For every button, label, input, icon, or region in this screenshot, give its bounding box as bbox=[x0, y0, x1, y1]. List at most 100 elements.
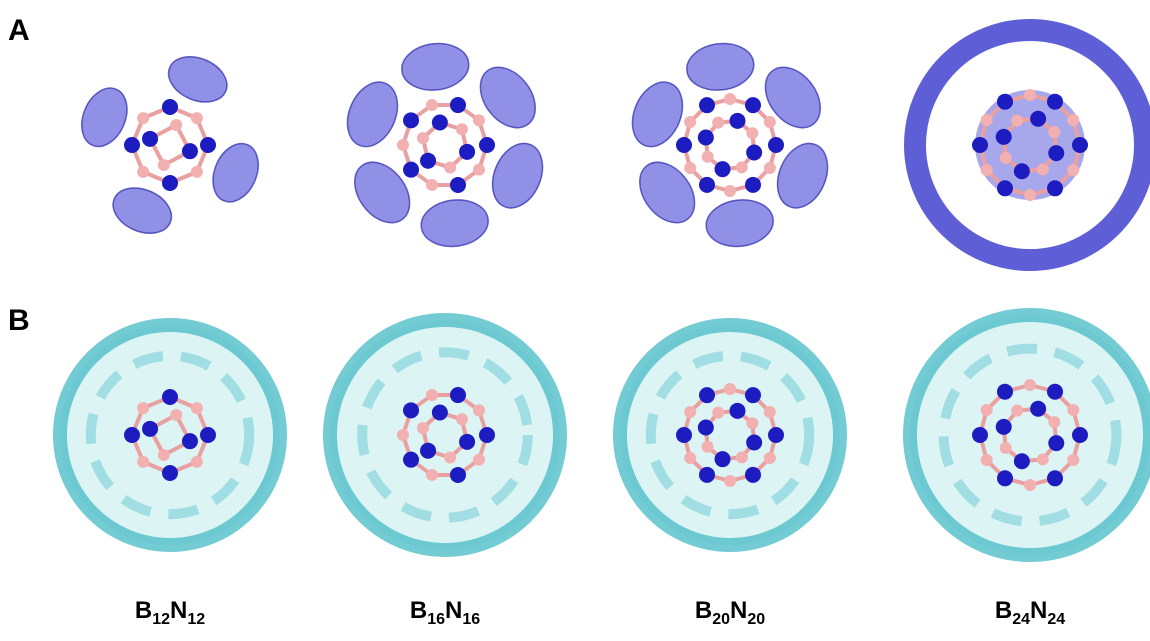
atom bbox=[191, 456, 203, 468]
atom bbox=[1048, 145, 1064, 161]
atom bbox=[1048, 416, 1060, 428]
element: B bbox=[410, 597, 427, 624]
atom bbox=[972, 427, 988, 443]
atom bbox=[397, 429, 409, 441]
atom bbox=[1067, 454, 1079, 466]
atom bbox=[162, 465, 178, 481]
atom bbox=[162, 175, 178, 191]
atom bbox=[1048, 435, 1064, 451]
atom bbox=[676, 137, 692, 153]
molecule bbox=[397, 97, 495, 193]
atom bbox=[200, 137, 216, 153]
atom bbox=[729, 403, 745, 419]
atom bbox=[1011, 405, 1023, 417]
atom bbox=[712, 117, 724, 129]
atom bbox=[426, 389, 438, 401]
element: B bbox=[135, 597, 152, 624]
atom bbox=[158, 449, 170, 461]
isosurface-patch bbox=[419, 196, 491, 250]
atom bbox=[191, 402, 203, 414]
atom bbox=[736, 451, 748, 463]
atom bbox=[712, 407, 724, 419]
atom bbox=[997, 94, 1013, 110]
molecule bbox=[124, 99, 216, 191]
atom bbox=[459, 434, 475, 450]
atom bbox=[745, 177, 761, 193]
subscript: 20 bbox=[747, 611, 765, 628]
isosurface-core bbox=[975, 90, 1085, 200]
atom bbox=[981, 404, 993, 416]
atom bbox=[182, 433, 198, 449]
atom bbox=[972, 137, 988, 153]
atom bbox=[1047, 180, 1063, 196]
atom bbox=[1011, 115, 1023, 127]
atom bbox=[137, 166, 149, 178]
atom bbox=[124, 427, 140, 443]
formula-label: B24N24 bbox=[995, 597, 1065, 628]
atom bbox=[450, 97, 466, 113]
atom bbox=[191, 112, 203, 124]
atom bbox=[698, 130, 714, 146]
atom bbox=[450, 177, 466, 193]
atom bbox=[724, 475, 736, 487]
atom bbox=[715, 161, 731, 177]
atom bbox=[729, 113, 745, 129]
subscript: 20 bbox=[712, 611, 730, 628]
atom bbox=[1067, 114, 1079, 126]
atom bbox=[473, 404, 485, 416]
atom bbox=[1048, 126, 1060, 138]
subscript: 24 bbox=[1012, 611, 1030, 628]
atom bbox=[420, 443, 436, 459]
atom bbox=[137, 402, 149, 414]
atom bbox=[724, 93, 736, 105]
atom bbox=[1047, 470, 1063, 486]
isosurface-patch bbox=[704, 196, 776, 250]
atom bbox=[699, 467, 715, 483]
atom bbox=[124, 137, 140, 153]
atom bbox=[997, 470, 1013, 486]
molecule bbox=[676, 93, 784, 197]
atom bbox=[403, 452, 419, 468]
atom bbox=[479, 137, 495, 153]
panel-label: A bbox=[8, 14, 30, 47]
atom bbox=[170, 409, 182, 421]
atom bbox=[1024, 189, 1036, 201]
atom bbox=[420, 153, 436, 169]
atom bbox=[1024, 379, 1036, 391]
atom bbox=[1072, 137, 1088, 153]
atom bbox=[1014, 453, 1030, 469]
atom bbox=[142, 421, 158, 437]
subscript: 16 bbox=[462, 611, 480, 628]
atom bbox=[764, 452, 776, 464]
atom bbox=[764, 406, 776, 418]
element: N bbox=[1030, 597, 1047, 624]
atom bbox=[426, 179, 438, 191]
atom bbox=[702, 441, 714, 453]
formula-label: B20N20 bbox=[695, 597, 765, 628]
subscript: 12 bbox=[187, 611, 205, 628]
atom bbox=[684, 116, 696, 128]
atom bbox=[996, 129, 1012, 145]
isosurface-patch bbox=[684, 40, 756, 94]
atom bbox=[479, 427, 495, 443]
element: N bbox=[170, 597, 187, 624]
atom bbox=[1014, 163, 1030, 179]
subscript: 12 bbox=[152, 611, 170, 628]
atom bbox=[746, 127, 758, 139]
atom bbox=[736, 161, 748, 173]
atom bbox=[444, 452, 456, 464]
atom bbox=[137, 456, 149, 468]
atom bbox=[981, 164, 993, 176]
atom bbox=[745, 467, 761, 483]
atom bbox=[745, 387, 761, 403]
atom bbox=[746, 434, 762, 450]
atom bbox=[432, 114, 448, 130]
isosurface-patch bbox=[399, 40, 471, 94]
atom bbox=[997, 180, 1013, 196]
atom bbox=[1030, 401, 1046, 417]
atom bbox=[137, 112, 149, 124]
atom bbox=[403, 112, 419, 128]
atom bbox=[1000, 152, 1012, 164]
atom bbox=[1030, 111, 1046, 127]
atom bbox=[459, 144, 475, 160]
